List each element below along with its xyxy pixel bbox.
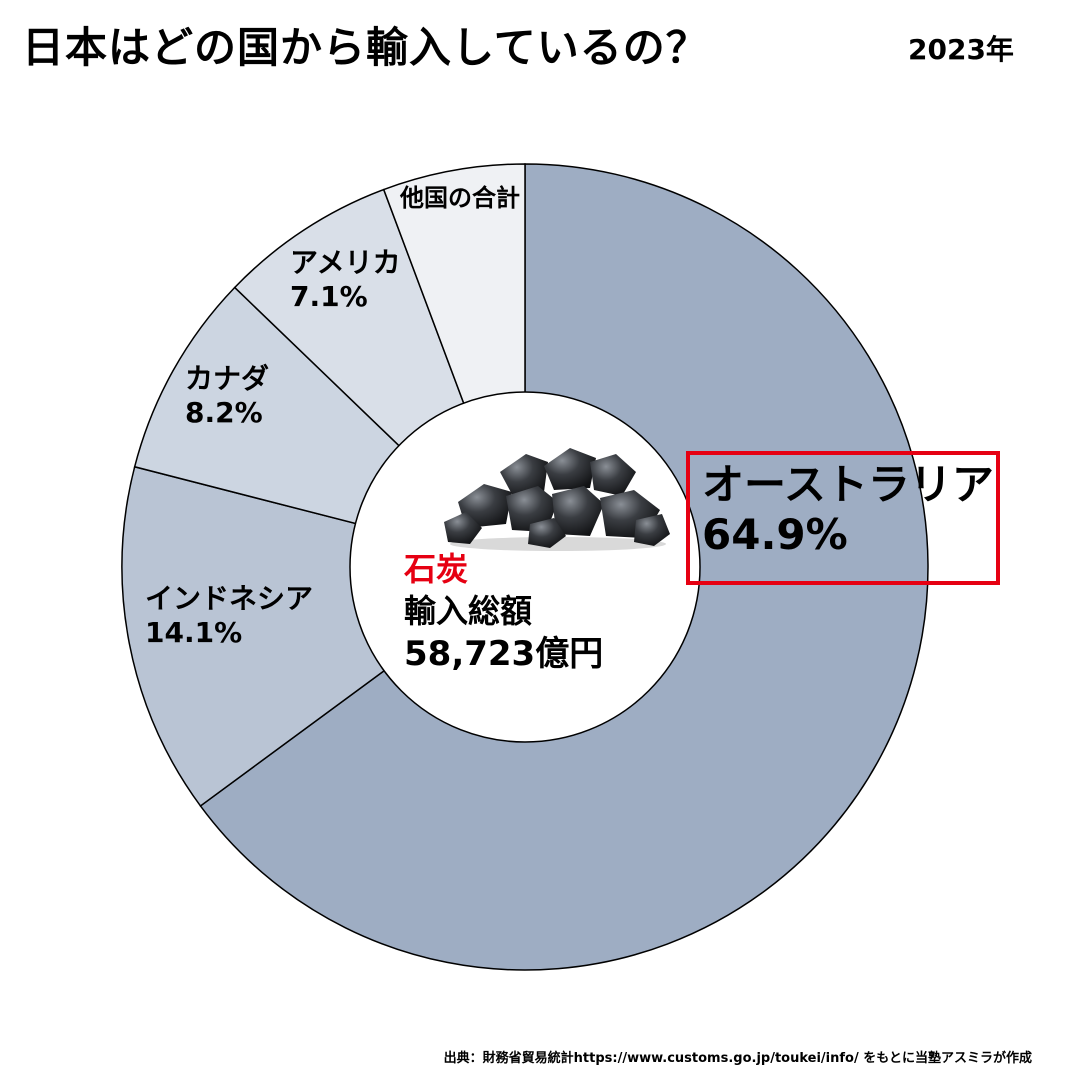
coal-image bbox=[444, 448, 670, 551]
total-value: 58,723億円 bbox=[404, 634, 604, 675]
slice-name: カナダ bbox=[185, 362, 270, 395]
source-note: 出典：財務省貿易統計https://www.customs.go.jp/touk… bbox=[443, 1051, 1032, 1066]
slice-name: オーストラリア bbox=[702, 460, 994, 509]
slice-name: インドネシア bbox=[145, 582, 314, 615]
slice-percent: 64.9% bbox=[702, 510, 848, 560]
slice-label-indonesia: インドネシア 14.1% bbox=[145, 582, 313, 649]
chart-year: 2023年 bbox=[908, 33, 1014, 66]
slice-label-australia: オーストラリア 64.9% bbox=[702, 460, 994, 561]
chart-title: 日本はどの国から輸入しているの？ bbox=[22, 23, 709, 72]
slice-label-others: 他国の合計 bbox=[400, 184, 520, 213]
slice-percent: 7.1% bbox=[290, 279, 368, 313]
total-label: 輸入総額 bbox=[404, 592, 533, 631]
slice-percent: 14.1% bbox=[145, 615, 243, 649]
highlight-box bbox=[686, 451, 1000, 585]
slice-label-canada: カナダ 8.2% bbox=[185, 362, 269, 429]
slice-label-usa: アメリカ 7.1% bbox=[290, 246, 401, 313]
slice-percent: 8.2% bbox=[185, 395, 263, 429]
slice-name: アメリカ bbox=[290, 246, 401, 279]
center-summary: 石炭 輸入総額 58,723億円 bbox=[404, 548, 603, 677]
commodity-name: 石炭 bbox=[404, 550, 469, 588]
slice-name: 他国の合計 bbox=[400, 184, 520, 212]
